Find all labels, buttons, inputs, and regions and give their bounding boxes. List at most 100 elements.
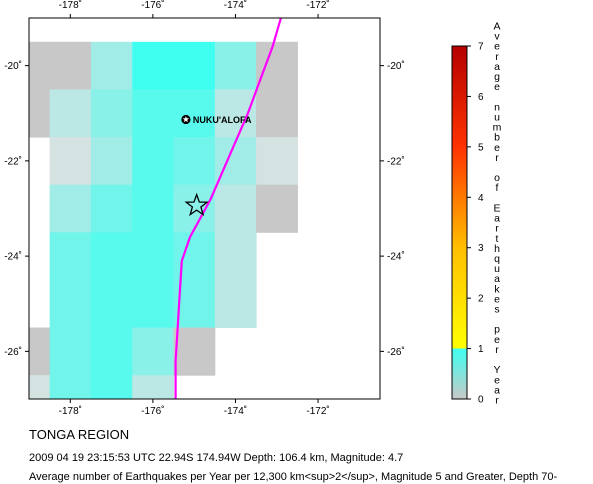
lat-tick-label: -24˚: [4, 251, 22, 263]
lat-tick-label: -22˚: [387, 155, 405, 167]
colorbar-title-char: q: [494, 253, 500, 265]
grid-cell: [173, 137, 216, 186]
grid-cell: [49, 89, 92, 138]
grid-cell: [173, 327, 216, 376]
colorbar-title-char: h: [494, 243, 500, 255]
grid-cell: [132, 375, 175, 399]
grid-cell: [132, 279, 175, 329]
grid-cell: [49, 375, 92, 399]
grid-cell: [173, 184, 216, 233]
colorbar-title-char: m: [493, 122, 502, 134]
colorbar-ticks: 0 1 2 3 4 5 6 7: [467, 42, 484, 406]
grid-cell: [132, 327, 175, 376]
colorbar-tick-label: 0: [478, 395, 484, 406]
grid-cell: [90, 184, 133, 233]
lat-tick-label: -24˚: [387, 251, 405, 263]
grid-cell: [173, 41, 216, 90]
colorbar-title-char: u: [494, 111, 500, 123]
colorbar-tick-label: 7: [478, 42, 484, 53]
lon-tick-label: -176˚: [141, 0, 164, 11]
colorbar-title-char: f: [496, 182, 499, 194]
lon-tick-label: -178˚: [59, 0, 82, 11]
colorbar-title-char: n: [494, 101, 500, 113]
event-caption: 2009 04 19 23:15:53 UTC 22.94S 174.94W D…: [29, 452, 404, 464]
plate-boundary-line: [174, 18, 282, 399]
colorbar-title-char: E: [493, 202, 500, 214]
grid-cell: [214, 41, 257, 90]
colorbar-gradient: [451, 45, 468, 400]
lat-tick-label: -26˚: [387, 346, 405, 358]
longitude-axis: -178˚ -178˚ -176˚ -176˚ -174˚ -174˚ -172˚ -172˚: [59, 0, 330, 417]
colorbar-title-char: r: [495, 223, 499, 235]
grid-cell: [90, 137, 133, 186]
grid-cell: [90, 375, 133, 399]
lon-tick-label: -174˚: [224, 405, 247, 417]
grid-cell: [214, 137, 257, 186]
grid-cell: [256, 41, 298, 90]
colorbar-title-char: a: [494, 213, 500, 225]
lon-tick-label: -176˚: [141, 405, 164, 417]
colorbar-title-char: p: [494, 324, 500, 336]
grid-cell: [90, 279, 133, 329]
region-caption: TONGA REGION: [29, 427, 130, 442]
colorbar-title-char: Y: [493, 364, 500, 376]
grid-cell: [173, 89, 216, 138]
lon-tick-label: -172˚: [306, 0, 329, 11]
grid-cell: [214, 232, 257, 281]
colorbar-tick-label: 6: [478, 92, 484, 103]
colorbar-title-char: v: [494, 31, 500, 43]
grid-cell: [90, 89, 133, 138]
colorbar-tick-label: 4: [478, 193, 484, 204]
seismicity-grid: [29, 41, 298, 399]
colorbar-title-char: e: [494, 142, 500, 154]
colorbar-title-char: s: [494, 304, 499, 316]
colorbar-title-char: A: [493, 21, 500, 33]
lon-tick-label: -174˚: [224, 0, 247, 11]
grid-cell: [132, 41, 175, 90]
grid-cell: [49, 137, 92, 186]
grid-cell: [256, 184, 298, 233]
grid-cell: [90, 232, 133, 281]
city-label: NUKU'ALOFA: [193, 115, 252, 125]
grid-cell: [49, 327, 92, 376]
grid-cell: [29, 89, 51, 138]
colorbar-title-char: r: [495, 51, 499, 63]
grid-cell: [173, 232, 216, 281]
colorbar-title-char: e: [494, 81, 500, 93]
grid-cell: [132, 137, 175, 186]
colorbar-title-char: e: [494, 41, 500, 53]
city-star-icon: [182, 116, 190, 123]
grid-cell: [132, 232, 175, 281]
grid-cell: [90, 327, 133, 376]
grid-cell: [49, 232, 92, 281]
colorbar-tick-label: 5: [478, 142, 484, 153]
colorbar-title-char: u: [494, 263, 500, 275]
colorbar-title-char: a: [494, 61, 500, 73]
note-caption: Average number of Earthquakes per Year p…: [29, 471, 558, 483]
colorbar-title-char: k: [494, 283, 500, 295]
colorbar-title-char: r: [495, 152, 499, 164]
colorbar-title-char: e: [494, 374, 500, 386]
grid-cell: [256, 89, 298, 138]
colorbar-tick-label: 3: [478, 243, 484, 254]
grid-cell: [49, 41, 92, 90]
colorbar-title-char: r: [495, 395, 499, 407]
city-marker-nukualofa: NUKU'ALOFA: [181, 114, 252, 125]
grid-cell: [29, 327, 51, 376]
colorbar-title-char: o: [494, 172, 500, 184]
colorbar-title-char: t: [496, 233, 499, 245]
colorbar-title-char: a: [494, 384, 500, 396]
lon-tick-label: -172˚: [306, 405, 329, 417]
latitude-axis: -20˚ -20˚ -22˚ -22˚ -24˚ -24˚ -26˚ -26˚: [4, 60, 405, 358]
lon-tick-label: -178˚: [59, 405, 82, 417]
colorbar-title-char: r: [495, 344, 499, 356]
grid-cell: [49, 184, 92, 233]
colorbar-tick-label: 1: [478, 344, 484, 355]
colorbar-title-char: a: [494, 273, 500, 285]
grid-cell: [132, 89, 175, 138]
epicenter-star-icon: [184, 192, 209, 217]
colorbar-tick-label: 2: [478, 294, 484, 305]
